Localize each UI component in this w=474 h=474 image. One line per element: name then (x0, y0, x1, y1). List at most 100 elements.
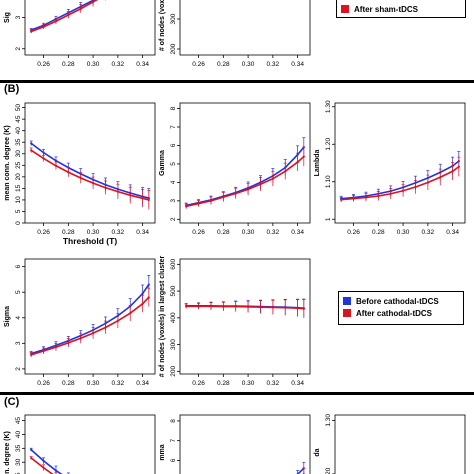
b-sigma-xtick-label: 0.32 (112, 380, 125, 387)
b-lambda-xtick-label: 0.32 (422, 229, 435, 236)
b-lambda-point (364, 196, 368, 199)
b-nodes-point (259, 306, 262, 309)
b-lambda-ytick-label: 1.10 (325, 175, 332, 188)
legend-top: After sham-tDCS (336, 0, 466, 18)
b-nodes-ylabel: # of nodes (voxels) in largest cluster (159, 256, 166, 378)
b-lambda-line-0 (341, 160, 460, 200)
c-lambda-ylabel: da (314, 448, 321, 456)
b-sigma-ytick-label: 4 (15, 316, 22, 320)
b-sigma-frame (24, 258, 156, 375)
b-nodes-point (234, 305, 237, 308)
b-degree-line-0 (30, 142, 150, 199)
b-degree-ytick-label: 5 (15, 209, 22, 213)
b-nodes-point (296, 307, 299, 310)
b-sigma-ytick-label: 6 (15, 264, 22, 268)
b-degree-point (42, 157, 45, 160)
top-sigma-ytick-label: 3 (15, 15, 22, 19)
b-nodes-xtick-label: 0.30 (242, 380, 255, 387)
b-nodes-point (246, 305, 250, 308)
b-lambda-xtick-label: 0.30 (397, 229, 410, 236)
b-lambda-point (457, 165, 460, 168)
b-degree-point (54, 164, 58, 167)
top-sigma-line-1 (30, 0, 99, 33)
legend-swatch-after (341, 5, 349, 13)
c-degree-ytick-label: 30 (15, 458, 22, 466)
b-gamma-point (185, 205, 188, 208)
top-sigma-xtick-label: 0.26 (37, 61, 50, 68)
top-nodes-ytick-label: 200 (170, 43, 177, 54)
b-gamma-ytick-label: 7 (170, 125, 177, 129)
c-degree-ytick-label: 35 (15, 444, 22, 452)
b-degree-ytick-label: 40 (15, 127, 22, 135)
b-degree-xtick-label: 0.28 (62, 229, 75, 236)
b-degree-xlabel: Threshold (T) (63, 236, 117, 246)
b-degree-point (67, 171, 70, 174)
top-sigma-xtick-label: 0.30 (87, 61, 100, 68)
top-sigma-point (42, 25, 45, 28)
b-sigma-line-0 (30, 284, 150, 355)
panel-label-c: (C) (4, 396, 20, 408)
top-sigma-series-1 (29, 0, 106, 34)
legend-label-before-cathodal: Before cathodal-tDCS (356, 296, 439, 306)
legend-label-after-sham: After sham-tDCS (354, 4, 419, 14)
b-gamma-point (284, 170, 287, 173)
b-degree-point (141, 197, 144, 200)
c-degree-point (54, 469, 58, 472)
c-lambda-frame (334, 414, 466, 474)
top-nodes-ylabel: # of nodes (voxels) i (159, 0, 166, 51)
c-degree-line-1 (30, 457, 54, 474)
b-gamma-ylabel: Gamma (159, 150, 166, 176)
top-sigma-point (67, 13, 70, 17)
b-nodes-ytick-label: 200 (170, 366, 177, 377)
b-lambda-ytick-label: 1.20 (325, 138, 332, 151)
b-gamma-ytick-label: 8 (170, 106, 177, 110)
section-separator-top (0, 80, 474, 83)
b-sigma-xtick-label: 0.28 (62, 380, 75, 387)
b-degree-point (54, 159, 58, 162)
b-gamma-ytick-label: 3 (170, 199, 177, 203)
b-sigma-xtick-label: 0.34 (136, 380, 149, 387)
top-sigma-line-0 (30, 0, 96, 31)
b-gamma-line-0 (186, 146, 305, 207)
b-nodes-point (209, 305, 213, 308)
panel-label-b: (B) (4, 83, 20, 95)
b-gamma-point (302, 155, 305, 158)
c-degree-ytick-label: 45 (15, 417, 22, 425)
c-gamma-ytick-label: 7 (170, 438, 177, 442)
top-sigma-point (30, 30, 33, 33)
b-gamma-ytick-label: 2 (170, 217, 177, 221)
b-nodes-ytick-label: 400 (170, 312, 177, 323)
b-lambda-point (352, 197, 355, 200)
c-gamma-frame (179, 414, 311, 474)
top-sigma-xtick-label: 0.32 (112, 61, 125, 68)
b-degree-point (79, 176, 82, 180)
top-nodes-ytick-label: 300 (170, 13, 177, 24)
b-degree-ytick-label: 25 (15, 161, 22, 169)
b-sigma-point (30, 353, 33, 356)
c-gamma-ytick-label: 8 (170, 419, 177, 423)
c-gamma-line-0 (296, 467, 305, 474)
b-degree-point (30, 149, 33, 152)
b-nodes-xtick-label: 0.34 (291, 380, 304, 387)
b-lambda-xtick-label: 0.28 (372, 229, 385, 236)
b-lambda-point (414, 185, 417, 189)
c-degree-ytick-label: 25 (15, 472, 22, 474)
c-degree-ytick-label: 40 (15, 430, 22, 438)
b-lambda-point (377, 194, 380, 198)
c-degree-frame (24, 414, 156, 474)
b-gamma-xtick-label: 0.34 (291, 229, 304, 236)
b-degree-series-1 (29, 147, 151, 210)
c-degree-series-0 (29, 447, 70, 474)
c-degree-series-1 (29, 456, 58, 474)
b-nodes-point (222, 305, 225, 308)
c-gamma-series-0 (296, 461, 306, 474)
b-degree-xtick-label: 0.34 (136, 229, 149, 236)
b-lambda-xtick-label: 0.34 (446, 229, 459, 236)
top-sigma-point (91, 0, 95, 3)
b-nodes-xtick-label: 0.28 (217, 380, 230, 387)
c-degree-point (42, 459, 45, 462)
b-degree-point (116, 190, 119, 193)
b-sigma-ytick-label: 2 (15, 367, 22, 371)
top-sigma-xtick-label: 0.34 (136, 61, 149, 68)
b-sigma-point (54, 346, 58, 349)
